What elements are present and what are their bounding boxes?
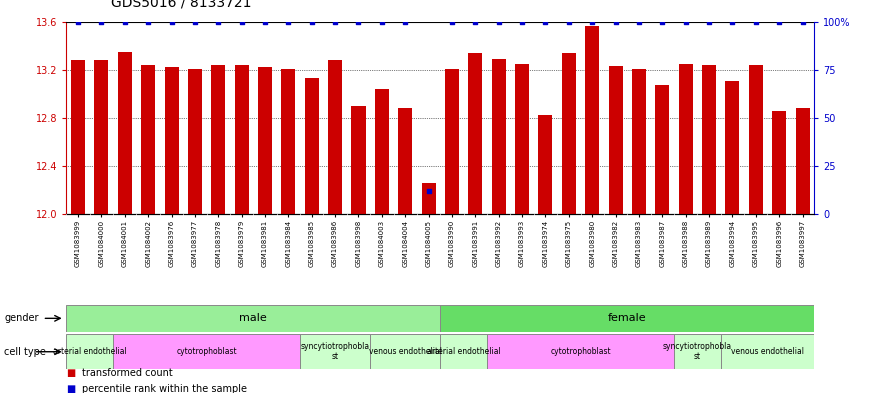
Bar: [632, 68, 646, 214]
Text: cell type: cell type: [4, 347, 46, 357]
Bar: [212, 65, 226, 214]
Bar: [487, 334, 674, 369]
Text: GDS5016 / 8133721: GDS5016 / 8133721: [111, 0, 251, 10]
Bar: [492, 59, 505, 214]
Bar: [328, 60, 342, 214]
Bar: [118, 52, 132, 214]
Point: [328, 18, 342, 25]
Point: [71, 18, 85, 25]
Point: [165, 18, 179, 25]
Point: [351, 18, 366, 25]
Text: venous endothelial: venous endothelial: [731, 347, 804, 356]
Text: arterial endothelial: arterial endothelial: [427, 347, 501, 356]
Bar: [655, 85, 669, 214]
Bar: [679, 64, 693, 214]
Text: cytotrophoblast: cytotrophoblast: [550, 347, 611, 356]
Bar: [562, 53, 576, 214]
Bar: [720, 334, 814, 369]
Bar: [421, 183, 435, 214]
Bar: [609, 66, 622, 214]
Point: [772, 18, 786, 25]
Bar: [796, 108, 810, 214]
Text: syncytiotrophobla
st: syncytiotrophobla st: [663, 342, 732, 362]
Bar: [188, 68, 202, 214]
Point: [304, 18, 319, 25]
Point: [562, 18, 576, 25]
Text: ■: ■: [66, 384, 75, 393]
Text: arterial endothelial: arterial endothelial: [53, 347, 127, 356]
Bar: [235, 65, 249, 214]
Text: ■: ■: [66, 368, 75, 378]
Text: female: female: [608, 313, 647, 323]
Point: [188, 18, 202, 25]
Point: [118, 18, 132, 25]
Bar: [468, 53, 482, 214]
Text: transformed count: transformed count: [82, 368, 173, 378]
Bar: [304, 78, 319, 214]
Point: [492, 18, 506, 25]
Point: [141, 18, 155, 25]
Point: [281, 18, 296, 25]
Point: [468, 18, 482, 25]
Bar: [585, 26, 599, 214]
Bar: [165, 67, 179, 214]
Point: [445, 18, 459, 25]
Bar: [445, 68, 459, 214]
Point: [655, 18, 669, 25]
Bar: [375, 89, 389, 214]
Bar: [749, 65, 763, 214]
Bar: [300, 334, 370, 369]
Bar: [441, 305, 814, 332]
Bar: [71, 60, 85, 214]
Text: percentile rank within the sample: percentile rank within the sample: [82, 384, 247, 393]
Bar: [441, 334, 487, 369]
Point: [421, 188, 435, 194]
Bar: [702, 65, 716, 214]
Point: [702, 18, 716, 25]
Text: venous endothelial: venous endothelial: [369, 347, 442, 356]
Bar: [674, 334, 720, 369]
Bar: [95, 60, 109, 214]
Text: male: male: [240, 313, 267, 323]
Bar: [281, 68, 296, 214]
Point: [796, 18, 810, 25]
Bar: [142, 65, 155, 214]
Text: syncytiotrophobla
st: syncytiotrophobla st: [301, 342, 370, 362]
Point: [585, 18, 599, 25]
Text: gender: gender: [4, 313, 39, 323]
Bar: [370, 334, 441, 369]
Point: [632, 18, 646, 25]
Bar: [515, 64, 529, 214]
Bar: [258, 67, 272, 214]
Text: cytotrophoblast: cytotrophoblast: [176, 347, 237, 356]
Bar: [726, 81, 739, 214]
Point: [609, 18, 623, 25]
Bar: [772, 111, 786, 214]
Point: [515, 18, 529, 25]
Point: [235, 18, 249, 25]
Bar: [66, 305, 441, 332]
Point: [749, 18, 763, 25]
Bar: [538, 116, 552, 214]
Point: [212, 18, 226, 25]
Bar: [113, 334, 300, 369]
Point: [679, 18, 693, 25]
Bar: [351, 106, 366, 214]
Point: [374, 18, 389, 25]
Point: [726, 18, 740, 25]
Point: [538, 18, 552, 25]
Point: [398, 18, 412, 25]
Bar: [398, 108, 412, 214]
Point: [95, 18, 109, 25]
Bar: [66, 334, 113, 369]
Point: [258, 18, 272, 25]
